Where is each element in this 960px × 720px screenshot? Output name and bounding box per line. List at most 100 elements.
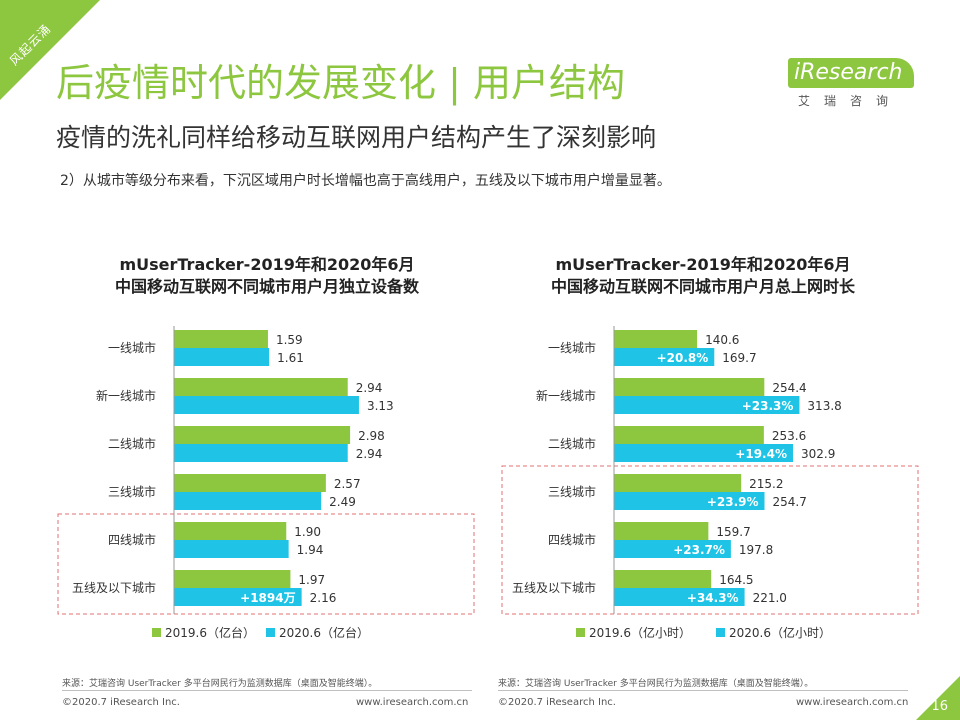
data-label: 2.94 — [356, 447, 383, 461]
growth-annotation: +20.8% — [657, 351, 709, 365]
highlight-box — [501, 465, 919, 615]
bar-2019 — [614, 522, 709, 540]
bar-2019 — [174, 570, 291, 588]
website-right: www.iresearch.com.cn — [796, 697, 909, 708]
category-label: 二线城市 — [548, 436, 596, 451]
bar-2019 — [174, 330, 268, 348]
legend-label-2019: 2019.6（亿小时） — [589, 625, 691, 640]
data-label: 253.6 — [772, 429, 806, 443]
bar-2020 — [174, 588, 302, 606]
bar-2019 — [614, 426, 764, 444]
website-left: www.iresearch.com.cn — [356, 697, 469, 708]
logo-badge — [788, 58, 914, 88]
bar-2020 — [614, 348, 715, 366]
bar-2019 — [614, 474, 742, 492]
data-label: 302.9 — [801, 447, 835, 461]
category-label: 新一线城市 — [96, 388, 156, 403]
corner-ribbon — [0, 0, 100, 100]
bar-2020 — [614, 492, 765, 510]
growth-annotation: +23.3% — [742, 399, 794, 413]
legend-swatch-2020 — [716, 628, 725, 637]
category-label: 一线城市 — [108, 340, 156, 355]
category-label: 一线城市 — [548, 340, 596, 355]
growth-annotation: +34.3% — [687, 591, 739, 605]
data-label: 169.7 — [722, 351, 756, 365]
data-label: 2.16 — [310, 591, 337, 605]
data-label: 159.7 — [716, 525, 750, 539]
chart-right-title-line1: mUserTracker-2019年和2020年6月 — [555, 255, 851, 274]
data-label: 221.0 — [753, 591, 787, 605]
copyright-left: ©2020.7 iResearch Inc. — [62, 697, 180, 708]
category-label: 三线城市 — [108, 484, 156, 499]
data-label: 1.59 — [276, 333, 303, 347]
bar-2019 — [174, 522, 287, 540]
bar-2020 — [614, 396, 800, 414]
growth-annotation: +1894万 — [240, 591, 295, 605]
data-label: 164.5 — [719, 573, 753, 587]
data-label: 2.94 — [356, 381, 383, 395]
bar-2019 — [614, 570, 712, 588]
bar-2020 — [614, 588, 745, 606]
data-label: 254.4 — [772, 381, 806, 395]
intro-text: 2）从城市等级分布来看，下沉区域用户时长增幅也高于高线用户，五线及以下城市用户增… — [60, 173, 671, 189]
growth-annotation: +19.4% — [735, 447, 787, 461]
bar-2019 — [174, 474, 326, 492]
category-label: 三线城市 — [548, 484, 596, 499]
category-label: 五线及以下城市 — [72, 580, 156, 595]
category-label: 新一线城市 — [536, 388, 596, 403]
logo-text: iResearch — [794, 60, 903, 85]
corner-page-badge — [916, 676, 960, 720]
category-label: 四线城市 — [108, 532, 156, 547]
data-label: 2.57 — [334, 477, 361, 491]
bar-2020 — [174, 444, 348, 462]
data-label: 1.90 — [294, 525, 321, 539]
data-label: 215.2 — [749, 477, 783, 491]
page-title: 后疫情时代的发展变化 | 用户结构 — [56, 61, 625, 105]
bar-2020 — [174, 396, 359, 414]
data-label: 254.7 — [773, 495, 807, 509]
chart-right-title-line2: 中国移动互联网不同城市用户月总上网时长 — [550, 277, 855, 296]
legend-label-2019: 2019.6（亿台） — [165, 625, 255, 640]
data-label: 1.97 — [298, 573, 325, 587]
legend-label-2020: 2020.6（亿小时） — [729, 625, 831, 640]
copyright-right: ©2020.7 iResearch Inc. — [498, 697, 616, 708]
source-right: 来源：艾瑞咨询 UserTracker 多平台网民行为监测数据库（桌面及智能终端… — [498, 679, 814, 689]
source-left: 来源：艾瑞咨询 UserTracker 多平台网民行为监测数据库（桌面及智能终端… — [62, 679, 378, 689]
chart-right-title: mUserTracker-2019年和2020年6月 中国移动互联网不同城市用户… — [488, 254, 918, 298]
page-subtitle: 疫情的洗礼同样给移动互联网用户结构产生了深刻影响 — [56, 123, 657, 152]
bar-2019 — [614, 330, 698, 348]
bar-2020 — [614, 540, 731, 558]
legend-label-2020: 2020.6（亿台） — [279, 625, 369, 640]
logo-subtext: 艾瑞咨询 — [798, 94, 903, 108]
chart-left-title: mUserTracker-2019年和2020年6月 中国移动互联网不同城市用户… — [52, 254, 482, 298]
footer-divider-right — [498, 690, 908, 691]
data-label: 197.8 — [739, 543, 773, 557]
data-label: 313.8 — [807, 399, 841, 413]
chart-left-title-line1: mUserTracker-2019年和2020年6月 — [119, 255, 415, 274]
iresearch-logo: iResearch 艾瑞咨询 — [788, 58, 916, 108]
legend-swatch-2019 — [576, 628, 585, 637]
bar-2020 — [614, 444, 793, 462]
highlight-box — [57, 513, 475, 615]
legend-swatch-2019 — [152, 628, 161, 637]
growth-annotation: +23.9% — [707, 495, 759, 509]
bar-2020 — [174, 492, 322, 510]
data-label: 2.98 — [358, 429, 385, 443]
bar-2019 — [174, 378, 348, 396]
category-label: 四线城市 — [548, 532, 596, 547]
growth-annotation: +23.7% — [673, 543, 725, 557]
legend-swatch-2020 — [266, 628, 275, 637]
footer-divider-left — [62, 690, 472, 691]
data-label: 3.13 — [367, 399, 394, 413]
data-label: 140.6 — [705, 333, 739, 347]
bar-2019 — [614, 378, 765, 396]
chart-left: 一线城市 1.59 1.61 新一线城市 2.94 3.13 二线城市 2.98 2.94 三线城… — [57, 326, 475, 640]
bar-2020 — [174, 348, 270, 366]
data-label: 1.94 — [297, 543, 324, 557]
category-label: 五线及以下城市 — [512, 580, 596, 595]
page-number: 16 — [931, 699, 948, 714]
data-label: 1.61 — [277, 351, 304, 365]
bar-2019 — [174, 426, 351, 444]
data-label: 2.49 — [329, 495, 356, 509]
